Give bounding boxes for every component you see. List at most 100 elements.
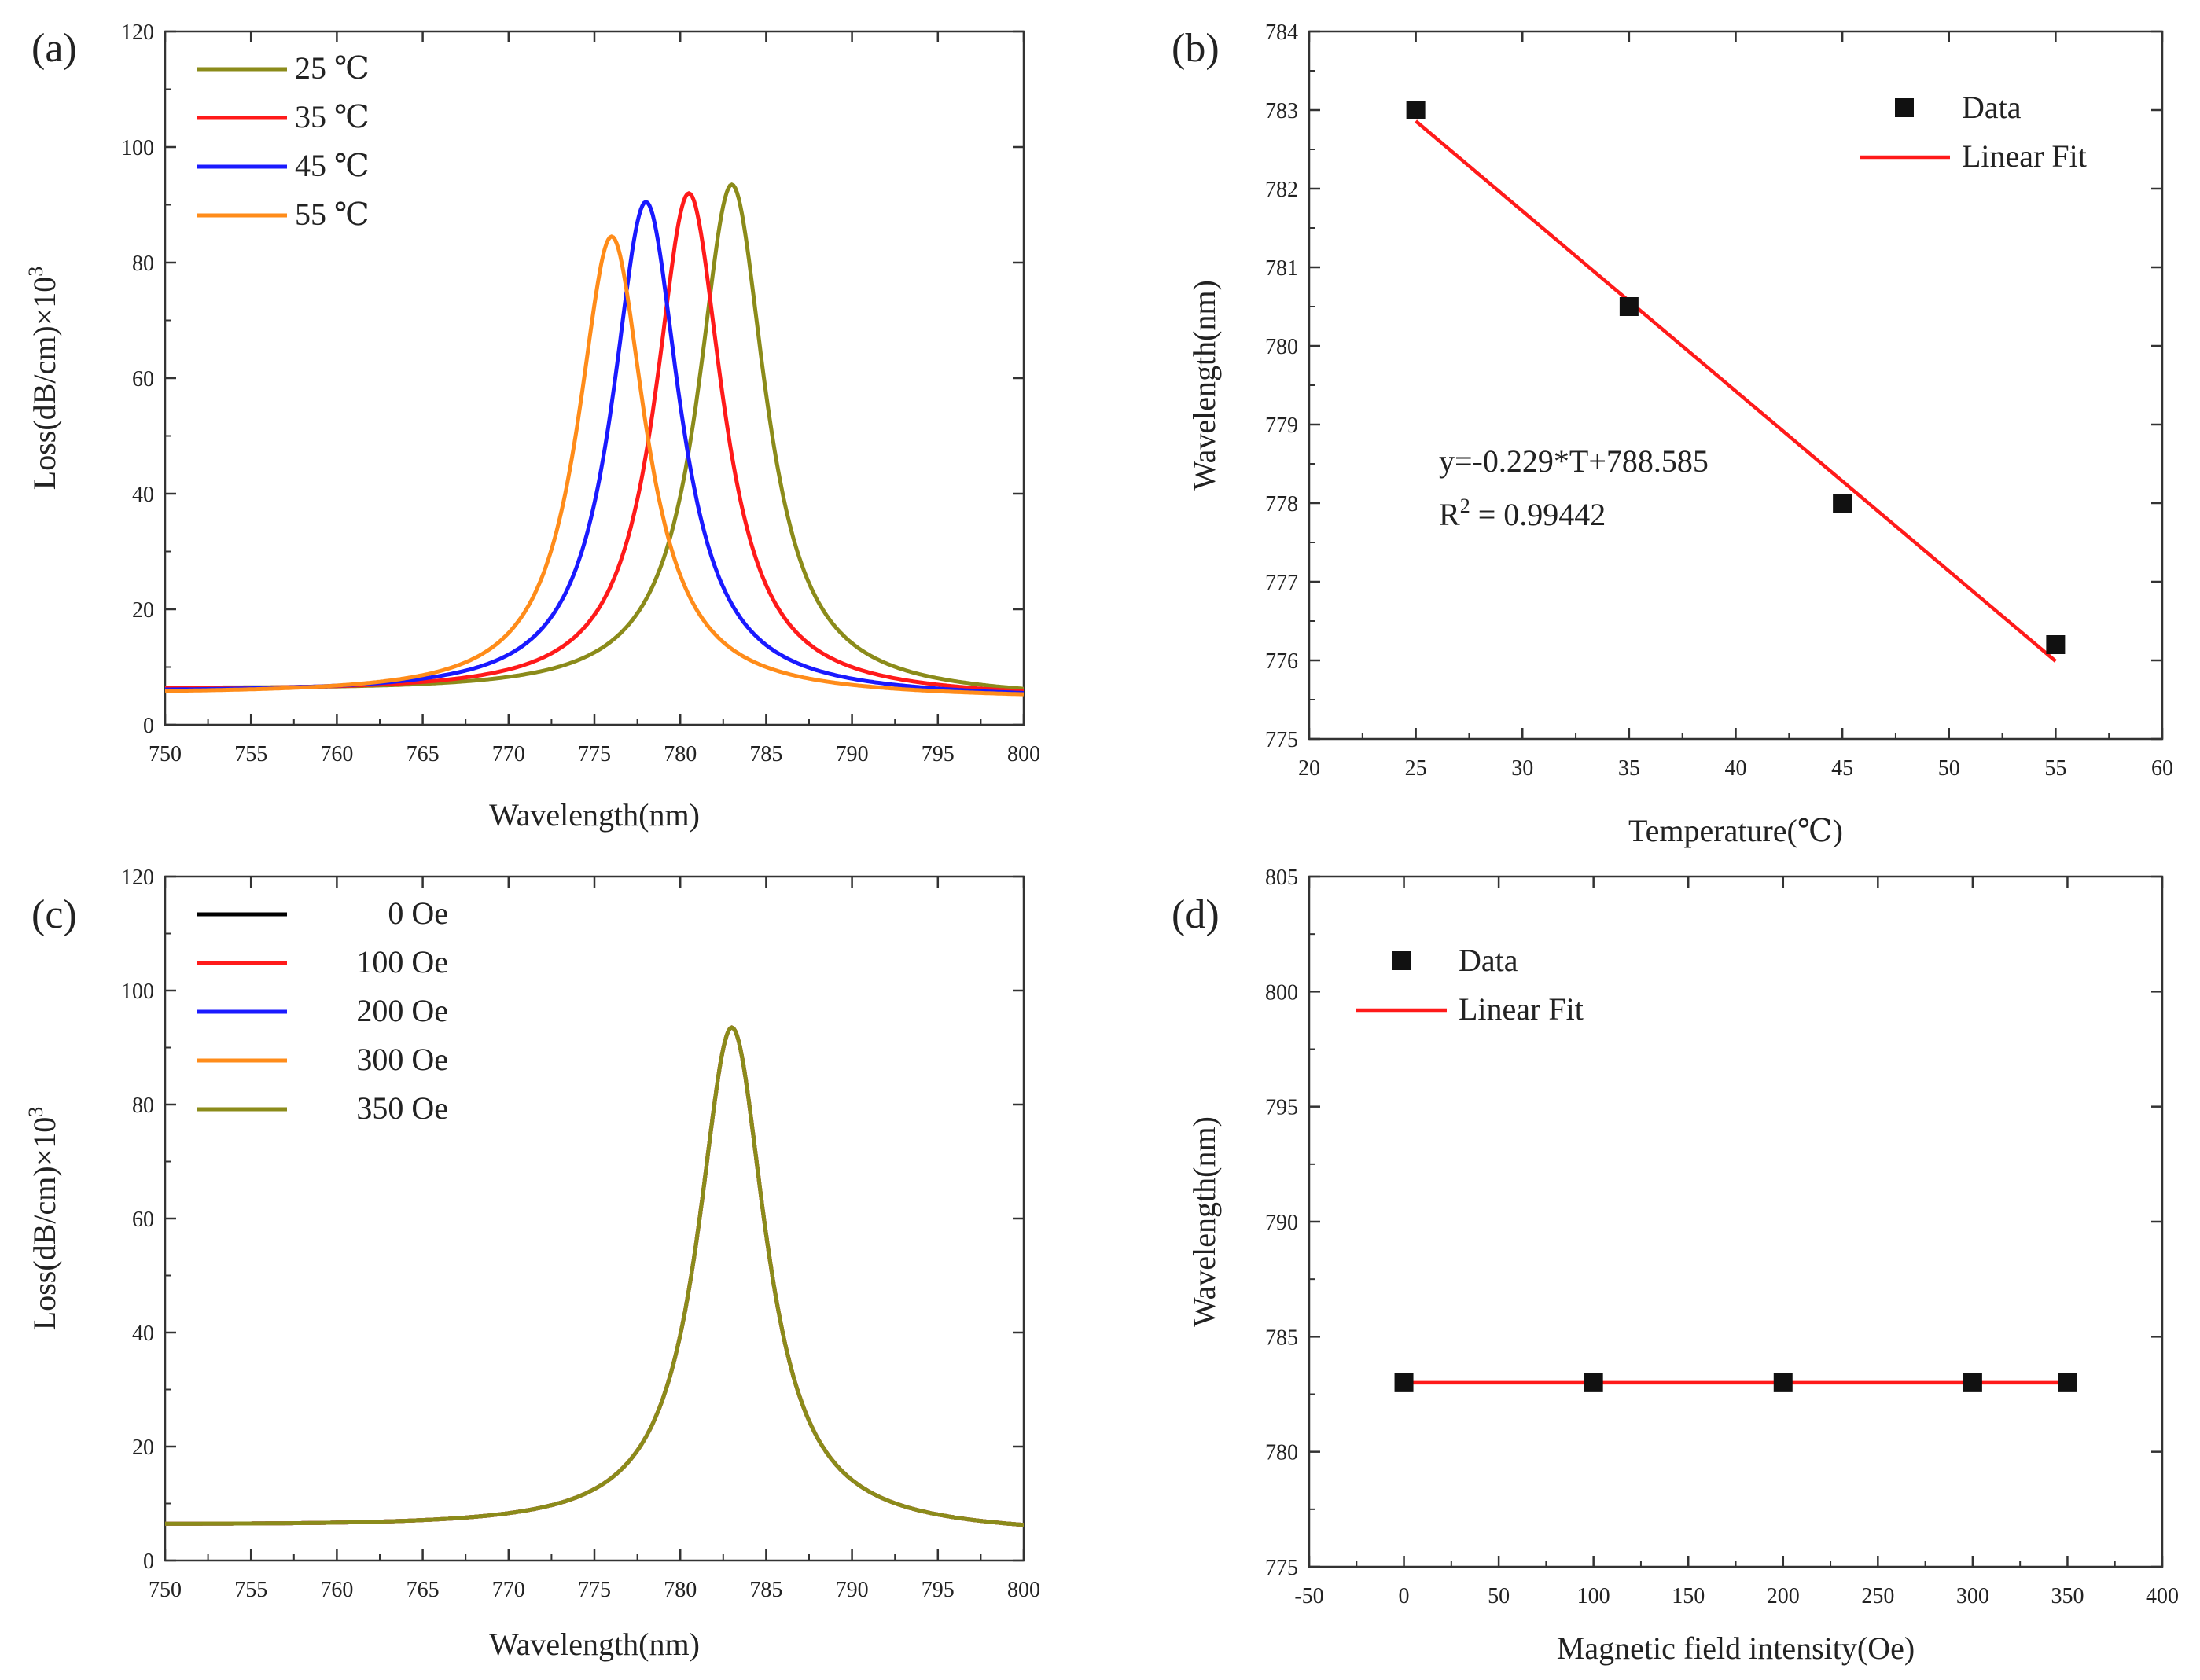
plot-frame (164, 30, 1025, 726)
y-tick-label: 100 (121, 136, 154, 160)
x-axis-label: Wavelength(nm) (489, 797, 700, 833)
x-tick-label: 25 (1405, 756, 1427, 781)
series-line-4 (165, 1025, 1024, 1527)
x-tick-label: 795 (922, 1578, 955, 1602)
panel-d: (d) -50 0 50 100 150 200 250 300 350 400 775 780 785 7… (1172, 866, 2179, 1666)
x-tick-label: 0 (1399, 1584, 1410, 1608)
legend-entry-fit: Linear Fit (1962, 138, 2087, 174)
y-tick-label: 781 (1265, 256, 1298, 281)
legend-entry-2: 200 Oe (356, 993, 448, 1028)
x-tick-label: 760 (320, 742, 353, 766)
legend-entry-1: 100 Oe (356, 944, 448, 980)
panel-label: (b) (1172, 26, 1220, 71)
legend-entry-1: 35 ℃ (295, 99, 370, 134)
legend-entry-3: 55 ℃ (295, 197, 370, 232)
y-tick-label: 20 (132, 598, 154, 623)
x-tick-label: 350 (2051, 1584, 2084, 1608)
panel-a: (a) 750 755 760 765 770 775 780 785 790 795 800 0 20 4… (24, 20, 1040, 833)
legend-entry-0: 0 Oe (388, 895, 448, 931)
fit-line (1415, 119, 2057, 663)
x-tick-label: 60 (2151, 756, 2173, 781)
legend-marker-data (1895, 98, 1914, 117)
legend-entry-data: Data (1962, 90, 2022, 125)
y-axis-label-text: Loss(dB/cm)×10 (27, 277, 62, 490)
x-tick-label: 780 (664, 742, 697, 766)
x-tick-label: 770 (492, 742, 525, 766)
x-axis-label: Temperature(℃) (1628, 813, 1843, 848)
x-tick-label: 790 (836, 742, 869, 766)
x-tick-label: 35 (1618, 756, 1640, 781)
y-tick-label: 40 (132, 1322, 154, 1346)
y-tick-label: 778 (1265, 492, 1298, 516)
x-tick-label: 50 (1488, 1584, 1510, 1608)
x-tick-label: 750 (149, 1578, 182, 1602)
legend-entry-4: 350 Oe (356, 1090, 448, 1126)
legend-entry-fit: Linear Fit (1459, 991, 1584, 1027)
fit-equation: y=-0.229*T+788.585 (1439, 443, 1709, 479)
x-tick-label: 755 (234, 1578, 267, 1602)
x-tick-label: 800 (1007, 742, 1040, 766)
y-tick-label: 782 (1265, 178, 1298, 202)
x-tick-label: -50 (1294, 1584, 1323, 1608)
series-line-0 (165, 1025, 1024, 1527)
series-line-1 (165, 191, 1024, 693)
r2-superscript: 2 (1460, 494, 1470, 517)
y-axis-label: Loss(dB/cm)×103 (24, 267, 62, 490)
y-tick-label: 60 (132, 1208, 154, 1232)
legend-entry-0: 25 ℃ (295, 50, 370, 86)
y-tick-label: 785 (1265, 1325, 1298, 1350)
x-tick-label: 765 (407, 1578, 440, 1602)
y-axis-label-text: Wavelength(nm) (1186, 1116, 1222, 1327)
y-tick-label: 780 (1265, 1441, 1298, 1465)
x-tick-label: 55 (2044, 756, 2066, 781)
data-point-2 (1833, 494, 1852, 513)
x-tick-label: 400 (2146, 1584, 2179, 1608)
y-tick-label: 120 (121, 20, 154, 45)
y-tick-label: 795 (1265, 1096, 1298, 1120)
x-tick-label: 775 (578, 1578, 611, 1602)
x-tick-label: 795 (922, 742, 955, 766)
y-tick-label: 776 (1265, 649, 1298, 674)
y-tick-label: 790 (1265, 1211, 1298, 1235)
legend-entry-2: 45 ℃ (295, 148, 370, 183)
y-tick-label: 60 (132, 367, 154, 392)
x-tick-label: 100 (1577, 1584, 1610, 1608)
x-tick-label: 800 (1007, 1578, 1040, 1602)
plot-frame (1308, 875, 2164, 1568)
data-point-3 (1963, 1373, 1982, 1392)
y-axis-label: Wavelength(nm) (1186, 280, 1222, 491)
y-tick-label: 784 (1265, 20, 1298, 45)
x-tick-label: 760 (320, 1578, 353, 1602)
y-tick-label: 779 (1265, 414, 1298, 438)
legend-entry-data: Data (1459, 943, 1518, 978)
x-axis-label: Wavelength(nm) (489, 1627, 700, 1662)
y-axis-label-text: Loss(dB/cm)×10 (27, 1117, 62, 1330)
y-tick-label: 80 (132, 1094, 154, 1118)
data-point-0 (1406, 101, 1426, 119)
x-tick-label: 150 (1672, 1584, 1705, 1608)
y-tick-label: 783 (1265, 99, 1298, 123)
x-tick-label: 45 (1831, 756, 1853, 781)
panel-label: (a) (31, 26, 77, 71)
x-tick-label: 785 (749, 742, 782, 766)
legend-entry-3: 300 Oe (356, 1042, 448, 1077)
series-line-1 (165, 1025, 1024, 1527)
data-point-1 (1584, 1373, 1603, 1392)
data-point-0 (1394, 1373, 1414, 1392)
panel-b: (b) 20 25 30 35 40 45 50 55 60 775 776 777 778 779 780 7… (1172, 20, 2173, 848)
y-tick-label: 800 (1265, 980, 1298, 1005)
panel-label: (d) (1172, 892, 1220, 937)
x-tick-label: 785 (749, 1578, 782, 1602)
x-tick-label: 20 (1298, 756, 1320, 781)
x-tick-label: 200 (1767, 1584, 1800, 1608)
y-tick-label: 775 (1265, 728, 1298, 752)
y-axis-label-exponent: 3 (24, 267, 47, 277)
y-axis-label: Loss(dB/cm)×103 (24, 1107, 62, 1330)
fit-r-squared: R2 = 0.99442 (1439, 494, 1606, 532)
x-axis-label: Magnetic field intensity(Oe) (1557, 1630, 1915, 1666)
y-tick-label: 20 (132, 1436, 154, 1460)
series-line-3 (165, 1025, 1024, 1527)
data-point-2 (1773, 1373, 1793, 1392)
y-tick-label: 120 (121, 866, 154, 890)
